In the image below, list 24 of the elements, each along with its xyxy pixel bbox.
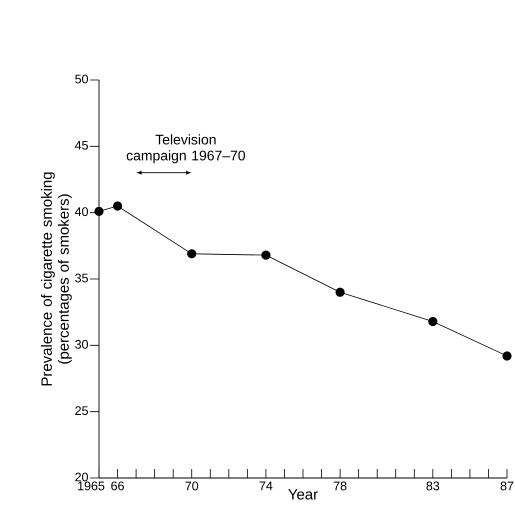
annotation: Television campaign 1967–70	[126, 134, 246, 164]
y-tick-label: 25	[75, 406, 88, 416]
x-tick-label: 83	[426, 482, 440, 490]
y-tick-label: 20	[75, 472, 88, 482]
y-tick-label: 45	[74, 140, 88, 150]
point	[187, 249, 196, 258]
x-tick-label: 66	[111, 482, 124, 490]
y-tick-label: 40	[74, 207, 88, 216]
x-axis-title: Year	[288, 489, 318, 500]
y-axis-title: Prevalence of cigarette smoking (percentages of smokers)	[40, 172, 72, 386]
x-tick-label: 1965	[78, 482, 104, 490]
point	[112, 201, 122, 211]
x-tick-label: 70	[185, 482, 198, 490]
x-tick-label: 87	[500, 482, 514, 490]
y-tick-label: 30	[75, 340, 88, 349]
x-tick-label: 74	[260, 482, 272, 490]
y-tick-label: 50	[75, 74, 88, 84]
x-tick-label: 78	[334, 482, 346, 490]
point	[335, 288, 345, 297]
point	[428, 316, 438, 326]
point	[502, 351, 512, 361]
y-tick-label: 35	[75, 274, 88, 282]
point	[261, 250, 271, 260]
point	[94, 206, 104, 216]
